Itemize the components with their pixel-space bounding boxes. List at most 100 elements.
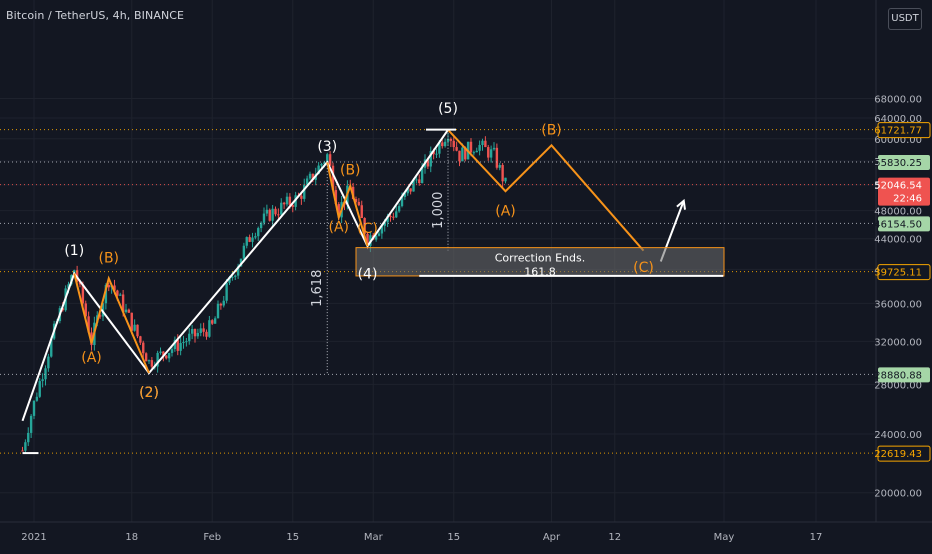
candle-body [139,336,142,343]
candle-body [475,150,478,153]
wave-label: (A) [495,203,516,219]
time-tick-label: Mar [364,532,384,543]
time-axis: 2021 18 Feb 15 Mar 15 Apr 12 May 17 [0,521,932,550]
wave-label: (A) [328,219,349,235]
candle-body [489,149,493,158]
candle-body [446,138,450,142]
candle-body [29,415,33,433]
candle-body [90,332,93,346]
time-tick-label: May [714,532,735,543]
wave-label: (B) [541,123,562,139]
candle-body [406,188,409,194]
currency-button[interactable]: USDT [888,8,922,30]
candle-body [199,328,202,333]
candle-body [452,140,455,148]
candle-body [285,196,289,205]
candle-body [280,202,283,215]
candle-body [116,290,119,296]
candle-body [429,150,432,167]
time-tick-label: Feb [203,532,221,543]
candle-body [162,351,165,356]
candle-body [395,211,398,218]
candle-body [211,320,214,324]
candle-body [386,216,389,223]
candle-body [188,333,191,342]
time-tick-label: 18 [125,532,138,543]
candle-body [173,339,177,350]
candle-body [41,379,44,382]
candle-body [426,159,430,167]
price-level-badge [878,154,930,170]
candle-body [458,150,461,162]
candle-body [81,284,85,304]
price-level-badge [878,367,930,383]
price-level-badge-label: 46154.50 [874,219,922,230]
level-tick-marks [22,128,724,455]
candle-body [193,329,197,337]
wave-label: (5) [438,101,458,117]
candle-body [472,152,476,154]
candle-body [251,237,254,242]
candle-body [47,356,50,369]
candle-body [24,442,27,451]
candle-body [400,196,404,207]
candle-body [127,309,131,313]
candle-body [438,142,441,154]
candle-body [326,154,329,163]
candle-body [492,147,496,150]
candle-body [317,165,320,175]
time-tick-label: 15 [286,532,299,543]
wave-label: (A) [81,350,102,366]
measurement-label: 1,000 [431,192,446,229]
candle-body [228,277,231,283]
candle-body [231,276,234,278]
candle-body [504,177,507,182]
candle-body [420,167,424,184]
wave-label: (B) [98,250,119,266]
wave-label: (4) [358,266,378,282]
candle-body [202,328,205,332]
wave-label: (1) [64,243,84,259]
candle-body [159,351,162,353]
price-level-badge-label: 28880.88 [874,370,922,381]
candle-body [432,150,435,155]
price-tick-label: 24000.00 [874,430,922,441]
candle-body [182,341,185,344]
candle-body [268,209,271,221]
candle-body [443,141,447,147]
candle-body [484,140,487,148]
candle-body [418,179,421,184]
wave-line [447,129,645,252]
wave-label: (2) [139,385,159,401]
candle-body [259,222,263,229]
candle-body [271,208,274,221]
candle-body [282,202,286,205]
candle-body [277,214,280,216]
candle-body [320,163,323,166]
candle-body [222,300,225,306]
candle-body [435,153,438,155]
candle-body [478,145,481,151]
wave-label: (C) [633,260,654,276]
wave-lines [21,129,686,422]
candle-body [167,352,171,359]
candle-body [311,173,315,180]
price-tick-label: 48000.00 [874,207,922,218]
candle-body [142,342,145,354]
candle-body [98,315,102,317]
price-tick-label: 44000.00 [874,235,922,246]
price-tick-label: 36000.00 [874,299,922,310]
candle-body [225,282,228,301]
wave-line [21,129,449,422]
candle-body [331,165,335,190]
candle-body [481,140,484,146]
candle-body [254,236,257,238]
candle-body [136,324,139,337]
candle-body [150,360,154,367]
candle-body [239,258,243,267]
candle-body [262,213,266,223]
wave-line [326,161,369,247]
price-level-badge [877,445,931,462]
time-tick-label: 17 [810,532,823,543]
